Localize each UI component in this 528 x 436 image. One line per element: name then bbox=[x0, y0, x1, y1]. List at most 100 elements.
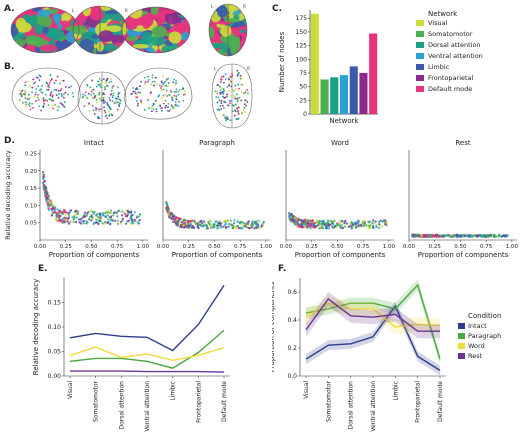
brain-node-dot bbox=[95, 85, 98, 88]
brain-node-dot bbox=[28, 102, 31, 104]
scatter-point bbox=[172, 215, 175, 218]
brain-node-dot bbox=[165, 89, 168, 92]
scatter-point bbox=[42, 175, 45, 178]
brain-network-patch bbox=[42, 26, 49, 35]
scatter-point bbox=[101, 222, 104, 225]
brain-node-dot bbox=[221, 78, 223, 81]
brain-node-dot bbox=[33, 82, 36, 85]
scatter-point bbox=[321, 225, 324, 228]
brain-node-dot bbox=[50, 99, 53, 102]
brain-node-dot bbox=[100, 99, 103, 102]
brain-node-dot bbox=[85, 96, 88, 98]
brain-node-dot bbox=[37, 98, 40, 101]
scatter-point bbox=[191, 219, 194, 222]
bar-default-mode bbox=[369, 33, 378, 114]
brain-node-dot bbox=[172, 81, 175, 84]
scatter-point bbox=[243, 222, 246, 225]
x-tick-label: Visual bbox=[303, 381, 310, 399]
scatter-point bbox=[504, 235, 507, 238]
brain-node-dot bbox=[246, 89, 249, 91]
scatter-point bbox=[318, 222, 321, 225]
bar-chart-node-counts: 0 25 50 75 100 125 150 175 Network Number of node… bbox=[278, 10, 483, 125]
scatter-point bbox=[43, 192, 46, 195]
brain-node-dot bbox=[233, 114, 236, 117]
brain-node-dot bbox=[27, 80, 29, 83]
brain-node-dot bbox=[97, 80, 100, 83]
brain-node-dot bbox=[36, 76, 38, 79]
brain-node-dot bbox=[98, 98, 101, 100]
scatter-point bbox=[357, 224, 360, 227]
brain-network-patch bbox=[55, 41, 74, 48]
scatter-point bbox=[218, 222, 222, 225]
scatter-point bbox=[49, 204, 52, 207]
brain-node-dot bbox=[109, 99, 112, 102]
x-tick-label: 0.25 bbox=[183, 244, 196, 250]
scatter-point bbox=[309, 219, 312, 223]
scatter-point bbox=[102, 212, 105, 215]
scatter-point bbox=[61, 218, 64, 221]
scatter-point bbox=[114, 219, 117, 222]
brain-node-dot bbox=[140, 80, 143, 83]
scatter-point bbox=[449, 235, 452, 238]
x-axis-label: Proportion of components bbox=[418, 251, 509, 259]
brain-node-dot bbox=[22, 93, 25, 96]
brain-node-dot bbox=[170, 91, 173, 93]
scatter-point bbox=[63, 210, 66, 213]
brain-node-dot bbox=[59, 82, 61, 85]
scatter-point bbox=[255, 226, 258, 229]
scatter-point bbox=[315, 219, 318, 222]
line-chart-components-by-network: 0.0 0.2 0.4 0.6 Visual Somatomotor Dorsal atte… bbox=[272, 278, 501, 432]
legend-label: Paragraph bbox=[468, 332, 501, 340]
brain-node-dot bbox=[105, 82, 108, 85]
brain-node-dot bbox=[220, 108, 223, 110]
scatter-point bbox=[357, 222, 360, 225]
legend-swatch bbox=[458, 353, 465, 359]
scatter-point bbox=[434, 233, 438, 236]
scatter-point bbox=[338, 219, 341, 222]
brain-node-dot bbox=[236, 99, 239, 101]
scatter-point bbox=[91, 216, 94, 219]
brain-node-dot bbox=[140, 102, 143, 105]
brain-node-dot bbox=[100, 82, 103, 85]
brain-node-dot bbox=[24, 81, 27, 84]
brain-network-patch bbox=[105, 10, 119, 15]
scatter-point bbox=[82, 222, 85, 225]
legend-label: Visual bbox=[428, 19, 448, 27]
brain-node-dot bbox=[46, 89, 48, 91]
brain-node-dot bbox=[167, 85, 170, 87]
scatter-point bbox=[186, 225, 189, 228]
scatter-point bbox=[367, 227, 370, 230]
series-line-word bbox=[69, 346, 225, 362]
brain-node-dot bbox=[160, 96, 163, 99]
scatter-panel-title: Word bbox=[331, 139, 349, 147]
scatter-point bbox=[188, 225, 192, 228]
brain-network-patch bbox=[168, 31, 182, 44]
brain-node-dot bbox=[236, 93, 238, 96]
brain-node-dot bbox=[223, 107, 225, 109]
scatter-point bbox=[309, 227, 312, 230]
brain-node-dot bbox=[223, 100, 226, 103]
brain-node-dot bbox=[102, 99, 105, 102]
brain-node-dot bbox=[236, 69, 239, 72]
brain-node-dot bbox=[61, 95, 64, 97]
brain-node-dot bbox=[166, 95, 169, 97]
brain-node-dot bbox=[237, 106, 240, 109]
brain-node-dot bbox=[82, 93, 84, 96]
scatter-point bbox=[223, 223, 227, 226]
scatter-point bbox=[96, 217, 99, 220]
scatter-point bbox=[120, 222, 123, 225]
scatter-point bbox=[123, 212, 126, 215]
brain-node-dot bbox=[83, 105, 86, 107]
brain-node-dot bbox=[31, 91, 33, 94]
scatter-point bbox=[138, 218, 141, 222]
x-tick-label: Somatomotor bbox=[93, 380, 100, 422]
scatter-point bbox=[246, 222, 250, 225]
scatter-point bbox=[319, 226, 322, 229]
brain-network-patch bbox=[15, 17, 27, 31]
brain-node-dot bbox=[47, 104, 50, 106]
brain-node-dot bbox=[168, 94, 171, 96]
brain-network-patch bbox=[91, 34, 100, 39]
brain-node-dot bbox=[238, 87, 240, 90]
brain-node-dot bbox=[92, 109, 95, 112]
brain-node-dot bbox=[160, 89, 163, 91]
